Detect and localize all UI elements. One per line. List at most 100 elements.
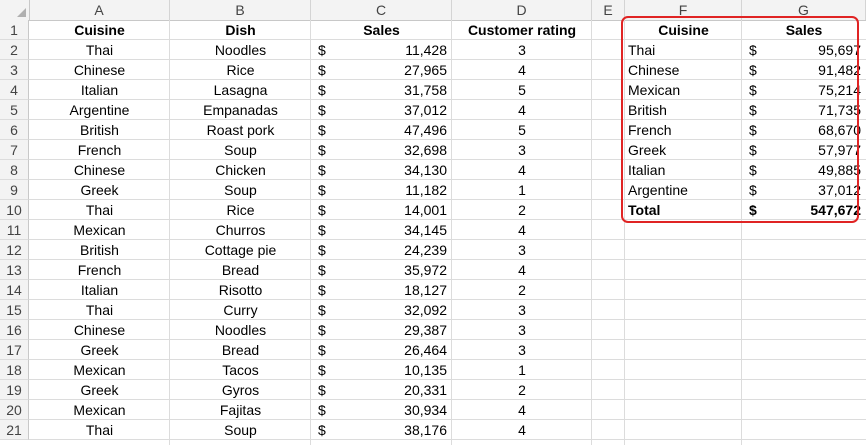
header-cuisine[interactable]: Cuisine [74, 22, 125, 38]
cell-cuisine[interactable]: Mexican [73, 402, 126, 418]
cell-cuisine[interactable]: Greek [80, 342, 119, 358]
cell-customer-rating[interactable]: 5 [518, 122, 526, 138]
cell-sales[interactable]: 35,972 [404, 262, 447, 278]
cell-dish[interactable]: Cottage pie [204, 242, 277, 258]
column-header-b[interactable]: B [170, 0, 311, 20]
summary-cell-cuisine[interactable]: Italian [628, 162, 666, 178]
cell-sales[interactable]: 38,176 [404, 422, 447, 438]
row-header-2[interactable]: 2 [0, 40, 29, 60]
summary-cell-sales[interactable]: 49,885 [818, 162, 861, 178]
cell-cuisine[interactable]: Greek [80, 182, 119, 198]
cell-sales[interactable]: 47,496 [404, 122, 447, 138]
column-header-g[interactable]: G [742, 0, 866, 20]
cell-sales[interactable]: 29,387 [404, 322, 447, 338]
cell-dish[interactable]: Soup [224, 422, 257, 438]
cell-customer-rating[interactable]: 4 [518, 262, 526, 278]
cell-sales[interactable]: 24,239 [404, 242, 447, 258]
cell-dish[interactable]: Noodles [214, 42, 267, 58]
summary-header-sales[interactable]: Sales [785, 22, 823, 38]
cell-cuisine[interactable]: Italian [80, 282, 119, 298]
cell-dish[interactable]: Curry [223, 302, 258, 318]
cell-customer-rating[interactable]: 3 [518, 142, 526, 158]
cell-sales[interactable]: 20,331 [404, 382, 447, 398]
cell-cuisine[interactable]: Thai [85, 302, 114, 318]
row-header-10[interactable]: 10 [0, 200, 29, 220]
cell-customer-rating[interactable]: 2 [518, 382, 526, 398]
cell-sales[interactable]: 37,012 [404, 102, 447, 118]
column-header-f[interactable]: F [625, 0, 742, 20]
cell-sales[interactable]: 18,127 [404, 282, 447, 298]
row-header-6[interactable]: 6 [0, 120, 29, 140]
column-header-d[interactable]: D [452, 0, 592, 20]
cell-cuisine[interactable]: Mexican [73, 362, 126, 378]
column-header-a[interactable]: A [29, 0, 170, 20]
row-header-4[interactable]: 4 [0, 80, 29, 100]
cell-cuisine[interactable]: Chinese [73, 62, 126, 78]
row-header-5[interactable]: 5 [0, 100, 29, 120]
cell-cuisine[interactable]: Mexican [73, 222, 126, 238]
cell-cuisine[interactable]: Greek [80, 382, 119, 398]
cell-customer-rating[interactable]: 4 [518, 222, 526, 238]
summary-cell-cuisine[interactable]: Argentine [628, 182, 688, 198]
summary-cell-cuisine[interactable]: Mexican [628, 82, 681, 98]
cell-customer-rating[interactable]: 3 [518, 342, 526, 358]
cell-cuisine[interactable]: Thai [85, 422, 114, 438]
summary-cell-cuisine[interactable]: French [628, 122, 672, 138]
cell-cuisine[interactable]: Argentine [69, 102, 130, 118]
row-header-16[interactable]: 16 [0, 320, 29, 340]
row-header-7[interactable]: 7 [0, 140, 29, 160]
cell-cuisine[interactable]: Chinese [73, 322, 126, 338]
row-header-11[interactable]: 11 [0, 220, 29, 240]
header-sales[interactable]: Sales [363, 22, 400, 38]
cell-dish[interactable]: Lasagna [213, 82, 268, 98]
summary-cell-sales[interactable]: 95,697 [818, 42, 861, 58]
cell-dish[interactable]: Churros [215, 222, 266, 238]
cell-dish[interactable]: Bread [221, 262, 260, 278]
column-header-c[interactable]: C [311, 0, 452, 20]
summary-cell-sales[interactable]: 75,214 [818, 82, 861, 98]
cell-cuisine[interactable]: Thai [85, 202, 114, 218]
cell-sales[interactable]: 34,130 [404, 162, 447, 178]
cell-customer-rating[interactable]: 4 [518, 162, 526, 178]
cell-cuisine[interactable]: Italian [80, 82, 119, 98]
cell-customer-rating[interactable]: 3 [518, 322, 526, 338]
summary-cell-sales[interactable]: 57,977 [818, 142, 861, 158]
row-header-20[interactable]: 20 [0, 400, 29, 420]
cell-sales[interactable]: 10,135 [404, 362, 447, 378]
cell-customer-rating[interactable]: 5 [518, 82, 526, 98]
cell-customer-rating[interactable]: 3 [518, 242, 526, 258]
row-header-9[interactable]: 9 [0, 180, 29, 200]
cell-dish[interactable]: Rice [226, 202, 255, 218]
summary-header-cuisine[interactable]: Cuisine [658, 22, 709, 38]
cell-customer-rating[interactable]: 1 [518, 362, 526, 378]
row-header-8[interactable]: 8 [0, 160, 29, 180]
row-header-19[interactable]: 19 [0, 380, 29, 400]
summary-cell-sales[interactable]: 37,012 [818, 182, 861, 198]
summary-cell-cuisine[interactable]: Greek [628, 142, 667, 158]
cell-sales[interactable]: 14,001 [404, 202, 447, 218]
summary-cell-cuisine[interactable]: Chinese [628, 62, 680, 78]
summary-cell-sales[interactable]: 68,670 [818, 122, 861, 138]
cell-dish[interactable]: Rice [226, 62, 255, 78]
cell-cuisine[interactable]: Chinese [73, 162, 126, 178]
summary-cell-sales[interactable]: 91,482 [818, 62, 861, 78]
cell-sales[interactable]: 27,965 [404, 62, 447, 78]
cell-cuisine[interactable]: Thai [85, 42, 114, 58]
cell-sales[interactable]: 11,428 [405, 42, 447, 58]
cell-dish[interactable]: Chicken [215, 162, 266, 178]
cell-customer-rating[interactable]: 4 [518, 102, 526, 118]
cell-dish[interactable]: Roast pork [206, 122, 275, 138]
cell-sales[interactable]: 31,758 [404, 82, 447, 98]
summary-cell-cuisine[interactable]: Thai [628, 42, 656, 58]
cell-customer-rating[interactable]: 4 [518, 62, 526, 78]
cell-dish[interactable]: Noodles [214, 322, 267, 338]
cell-customer-rating[interactable]: 3 [518, 302, 526, 318]
cell-customer-rating[interactable]: 1 [518, 182, 526, 198]
select-all-corner[interactable] [0, 0, 30, 20]
cell-sales[interactable]: 32,092 [404, 302, 447, 318]
cell-dish[interactable]: Gyros [221, 382, 260, 398]
cell-cuisine[interactable]: French [77, 142, 122, 158]
cell-dish[interactable]: Fajitas [219, 402, 262, 418]
row-header-21[interactable]: 21 [0, 420, 29, 440]
cell-dish[interactable]: Empanadas [203, 102, 278, 118]
